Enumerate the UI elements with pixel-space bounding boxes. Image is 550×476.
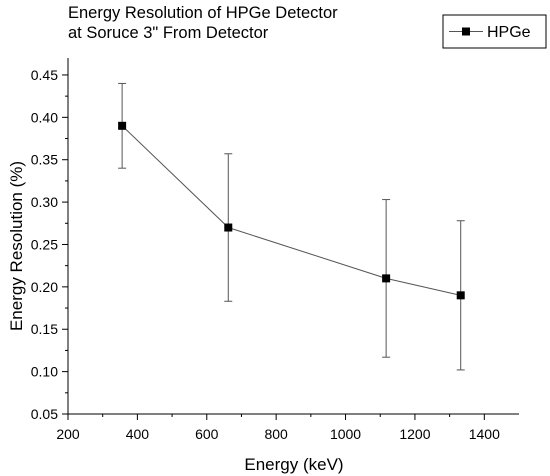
x-tick-label: 600 — [195, 426, 219, 442]
series-line-hpge — [121, 125, 461, 296]
data-markers — [118, 121, 465, 300]
chart-title-line-1: Energy Resolution of HPGe Detector — [68, 4, 338, 22]
y-tick-label: 0.05 — [31, 406, 58, 422]
x-tick-label: 400 — [126, 426, 150, 442]
error-bars — [118, 82, 465, 371]
data-point-marker — [118, 121, 127, 130]
series-line-group — [121, 125, 461, 296]
y-tick-label: 0.35 — [31, 152, 58, 168]
x-axis-title: Energy (keV) — [244, 455, 343, 474]
y-tick-label: 0.25 — [31, 236, 58, 252]
x-tick-label: 1400 — [469, 426, 500, 442]
data-point-marker — [456, 291, 465, 300]
y-tick-label: 0.30 — [31, 194, 58, 210]
y-axis-title: Energy Resolution (%) — [7, 161, 26, 331]
y-tick-label: 0.45 — [31, 67, 58, 83]
legend-marker — [462, 27, 470, 36]
data-point-marker — [224, 223, 233, 232]
tick-labels: 200 400 600 800 1000 1200 1400 0.05 0.10 0.15 0.20… — [31, 67, 500, 442]
x-tick-label: 1000 — [330, 426, 361, 442]
y-tick-label: 0.20 — [31, 279, 58, 295]
data-point-marker — [382, 274, 391, 283]
chart-title-line-2: at Soruce 3" From Detector — [68, 24, 269, 42]
y-tick-label: 0.10 — [31, 364, 58, 380]
x-tick-label: 800 — [264, 426, 288, 442]
x-tick-label: 1200 — [399, 426, 430, 442]
y-tick-label: 0.15 — [31, 321, 58, 337]
y-tick-label: 0.40 — [31, 109, 58, 125]
legend: HPGe — [442, 14, 547, 49]
legend-label-hpge: HPGe — [487, 24, 531, 41]
axes — [62, 58, 519, 420]
x-tick-label: 200 — [56, 426, 80, 442]
